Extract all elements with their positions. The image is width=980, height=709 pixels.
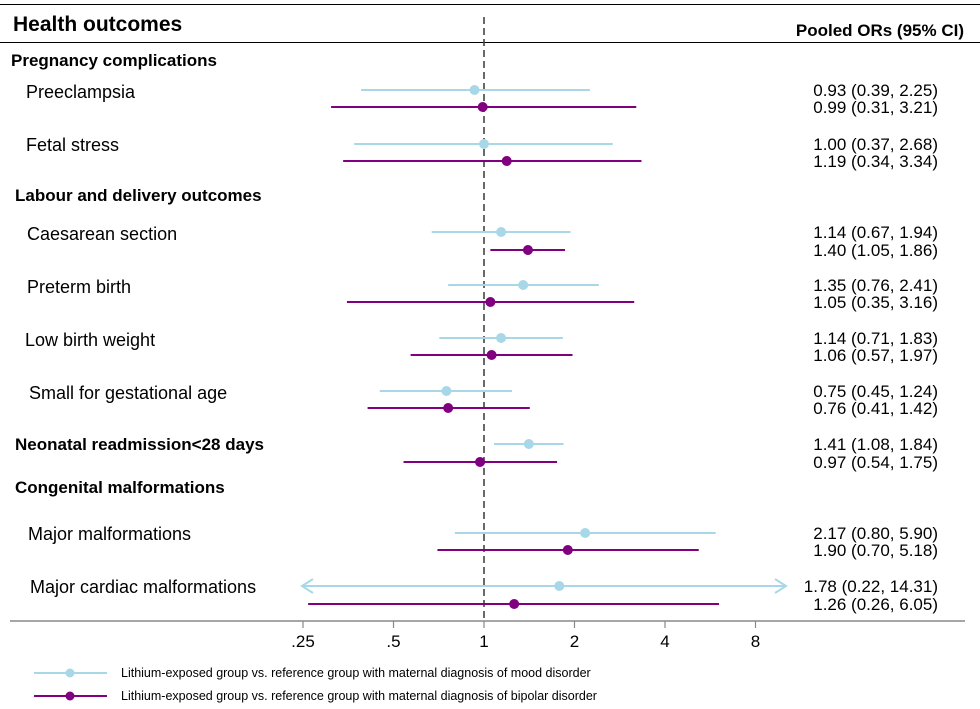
mood-point-estimate	[441, 386, 452, 396]
mood-point-estimate	[518, 280, 529, 290]
x-tick-label: 1	[479, 632, 488, 651]
x-tick-label: .25	[291, 632, 315, 651]
legend-swatch-marker	[65, 691, 75, 701]
mood-ci-text: 0.93 (0.39, 2.25)	[813, 81, 938, 100]
outcome-label: Preterm birth	[27, 277, 131, 297]
bipolar-point-estimate	[562, 545, 573, 555]
legend-label: Lithium-exposed group vs. reference grou…	[121, 666, 591, 680]
mood-point-estimate	[496, 333, 507, 343]
mood-point-estimate	[554, 581, 565, 591]
mood-ci-text: 1.78 (0.22, 14.31)	[804, 577, 938, 596]
mood-point-estimate	[496, 227, 507, 237]
mood-ci-text: 1.00 (0.37, 2.68)	[813, 135, 938, 154]
outcome-label: Major malformations	[28, 524, 191, 544]
mood-point-estimate	[479, 139, 489, 149]
x-tick-label: 8	[751, 632, 760, 651]
ci-column-header: Pooled ORs (95% CI)	[796, 21, 964, 40]
bipolar-point-estimate	[477, 102, 488, 112]
mood-point-estimate	[580, 528, 591, 538]
mood-ci-text: 1.35 (0.76, 2.41)	[813, 276, 938, 295]
bipolar-point-estimate	[475, 457, 486, 467]
legend-swatch-marker	[65, 668, 75, 678]
mood-point-estimate	[469, 85, 480, 95]
bipolar-ci-text: 1.40 (1.05, 1.86)	[813, 241, 938, 260]
bipolar-point-estimate	[486, 350, 497, 360]
x-tick-label: 2	[570, 632, 579, 651]
bipolar-ci-text: 1.26 (0.26, 6.05)	[813, 595, 938, 614]
bipolar-ci-text: 0.97 (0.54, 1.75)	[813, 453, 938, 472]
ci-arrow-left	[300, 578, 314, 594]
bipolar-ci-text: 1.19 (0.34, 3.34)	[813, 152, 938, 171]
bipolar-ci-text: 1.06 (0.57, 1.97)	[813, 346, 938, 365]
group-label: Pregnancy complications	[11, 51, 217, 70]
outcome-label: Preeclampsia	[26, 82, 136, 102]
ci-arrow-right	[774, 578, 788, 594]
mood-ci-text: 1.14 (0.67, 1.94)	[813, 223, 938, 242]
bipolar-point-estimate	[522, 245, 533, 255]
bipolar-point-estimate	[443, 403, 454, 413]
outcome-label: Fetal stress	[26, 135, 119, 155]
x-tick-label: .5	[386, 632, 400, 651]
mood-ci-text: 1.14 (0.71, 1.83)	[813, 329, 938, 348]
legend-label: Lithium-exposed group vs. reference grou…	[121, 689, 597, 703]
bipolar-point-estimate	[509, 599, 520, 609]
mood-point-estimate	[523, 439, 534, 449]
bipolar-ci-text: 1.05 (0.35, 3.16)	[813, 293, 938, 312]
bipolar-ci-text: 0.76 (0.41, 1.42)	[813, 399, 938, 418]
mood-ci-text: 1.41 (1.08, 1.84)	[813, 435, 938, 454]
bipolar-point-estimate	[501, 156, 512, 166]
chart-title: Health outcomes	[13, 13, 182, 36]
bipolar-ci-text: 0.99 (0.31, 3.21)	[813, 98, 938, 117]
group-label: Labour and delivery outcomes	[15, 186, 262, 205]
outcome-label: Low birth weight	[25, 330, 155, 350]
outcome-label: Caesarean section	[27, 224, 177, 244]
bipolar-ci-text: 1.90 (0.70, 5.18)	[813, 541, 938, 560]
outcome-label: Major cardiac malformations	[30, 577, 256, 597]
bipolar-point-estimate	[485, 297, 496, 307]
x-tick-label: 4	[660, 632, 669, 651]
mood-ci-text: 2.17 (0.80, 5.90)	[813, 524, 938, 543]
outcome-label: Small for gestational age	[29, 383, 227, 403]
group-label: Congenital malformations	[15, 478, 225, 497]
group-label: Neonatal readmission<28 days	[15, 435, 264, 454]
mood-ci-text: 0.75 (0.45, 1.24)	[813, 382, 938, 401]
